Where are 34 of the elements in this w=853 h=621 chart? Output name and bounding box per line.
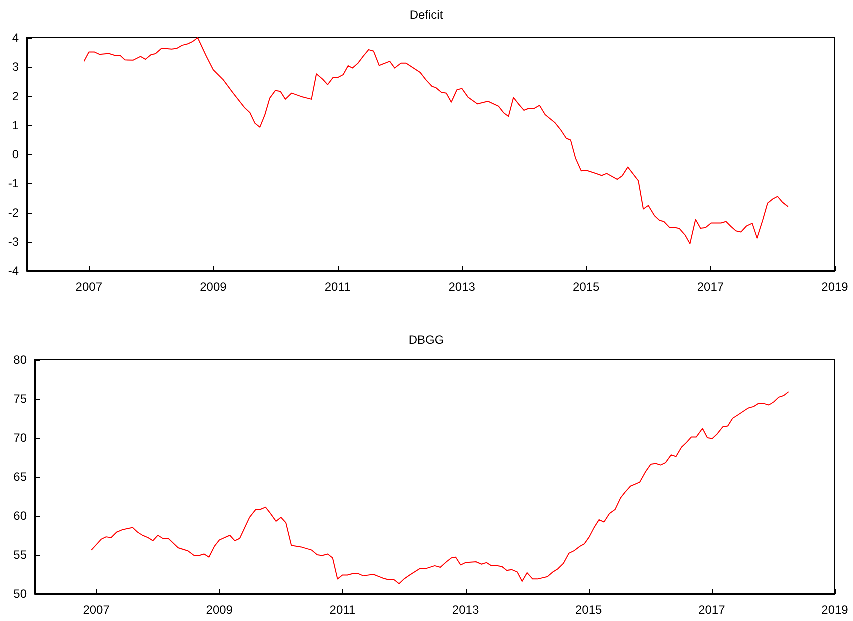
line-series: [84, 38, 789, 244]
x-tick-label: 2015: [573, 280, 600, 294]
y-tick-label: -2: [8, 206, 20, 220]
chart-title: Deficit: [410, 8, 444, 22]
y-tick-label: -3: [8, 234, 20, 249]
x-tick-label: 2019: [822, 603, 849, 617]
x-tick-label: 2009: [206, 603, 234, 617]
y-tick-label: 60: [14, 509, 28, 523]
y-tick-label: 70: [14, 431, 28, 445]
y-tick-label: 75: [14, 392, 28, 406]
y-tick-label: 50: [14, 587, 28, 601]
y-tick-label: -1: [8, 176, 20, 191]
x-tick-label: 2013: [452, 603, 480, 617]
x-tick-label: 2017: [697, 280, 724, 294]
x-tick-label: 2009: [200, 280, 228, 294]
y-tick-label: 65: [14, 470, 28, 484]
y-tick-label: 0: [12, 148, 20, 162]
x-tick-label: 2011: [330, 603, 356, 617]
x-tick-label: 2013: [448, 280, 476, 294]
y-tick-label: 4: [12, 31, 20, 45]
y-tick-label: 2: [12, 89, 20, 104]
x-tick-label: 2015: [575, 603, 603, 617]
x-tick-label: 2007: [83, 603, 110, 617]
y-tick-label: 1: [12, 118, 20, 132]
x-tick-label: 2007: [76, 280, 103, 294]
x-tick-label: 2017: [698, 603, 726, 617]
x-tick-label: 2019: [822, 280, 849, 294]
line-series: [91, 391, 790, 584]
chart-title: DBGG: [408, 333, 444, 347]
y-tick-label: 80: [14, 353, 28, 367]
y-tick-label: 55: [14, 548, 28, 562]
x-tick-label: 2011: [324, 280, 351, 294]
y-tick-label: -4: [8, 264, 20, 278]
y-tick-label: 3: [12, 60, 20, 74]
